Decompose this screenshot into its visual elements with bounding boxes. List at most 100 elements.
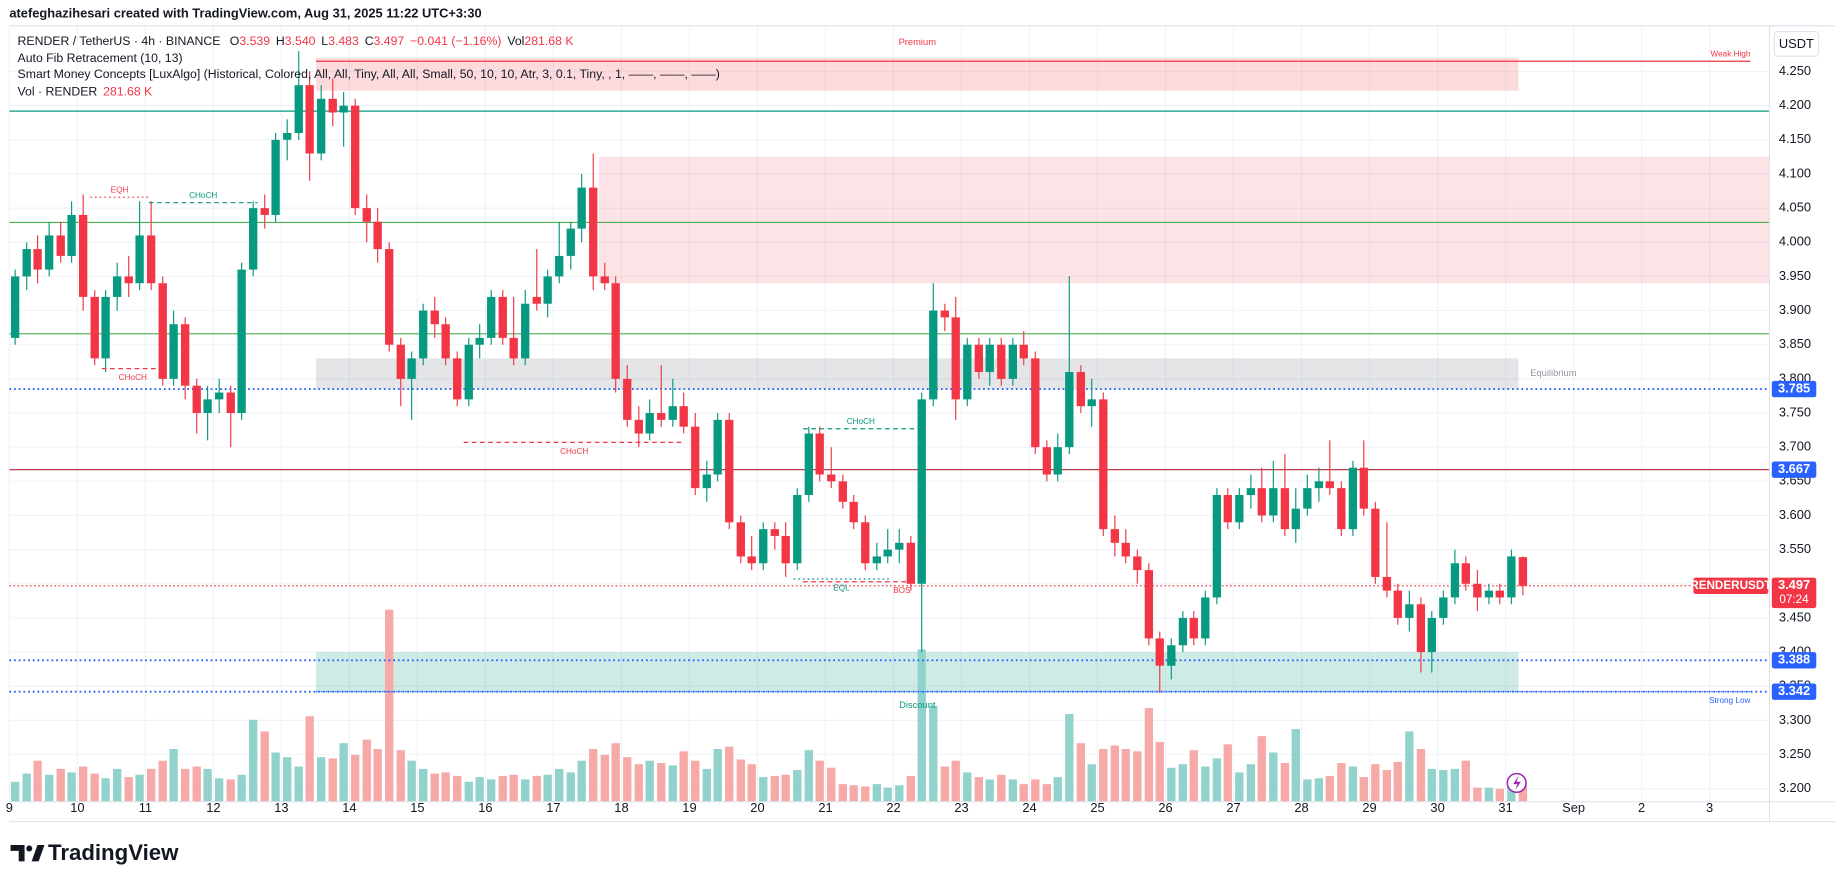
volume-bar [305, 716, 314, 802]
candle-body [657, 413, 666, 420]
volume-bar [396, 750, 405, 802]
volume-bar [906, 775, 915, 802]
x-tick-label: 18 [614, 800, 628, 815]
candle-body [861, 522, 870, 564]
logo-mark [10, 844, 25, 862]
candle-body [691, 426, 700, 489]
x-tick-label: 9 [6, 800, 13, 815]
volume-bar [1325, 775, 1334, 802]
x-tick-label: 20 [750, 800, 764, 815]
candle-body [668, 406, 677, 420]
candle-body [260, 208, 269, 215]
volume-bar [135, 774, 144, 802]
volume-bar [112, 768, 122, 802]
candle-body [1076, 372, 1086, 407]
candle-body [203, 399, 212, 414]
candle-body [44, 235, 54, 270]
y-tick-label: 4.200 [1779, 97, 1811, 112]
y-tick-label: 4.000 [1779, 234, 1811, 249]
candle-body [169, 324, 178, 379]
logo-mark [31, 844, 45, 862]
volume-bar [951, 760, 960, 802]
currency[interactable]: USDT [1779, 36, 1814, 51]
candle-body [1008, 344, 1018, 379]
candle-body [1053, 447, 1062, 475]
candle-body [1348, 467, 1358, 530]
candle-body [1461, 563, 1470, 584]
volume-bar [78, 766, 88, 802]
candle-body [543, 276, 552, 304]
volume-bar [1280, 763, 1290, 802]
candle-body [441, 324, 450, 359]
volume-bar [895, 785, 904, 802]
volume-bar [181, 768, 190, 802]
volume-bar [940, 766, 950, 802]
volume-bar [509, 774, 518, 802]
x-tick-label: 28 [1294, 800, 1308, 815]
volume-bar [1291, 729, 1300, 802]
volume-bar [1484, 787, 1494, 802]
volume-bar [249, 719, 258, 802]
volume-bar [373, 748, 382, 802]
candle-body [487, 296, 496, 338]
volume-bar [1314, 778, 1324, 802]
candle-body [985, 344, 994, 373]
legend-change: −0.041 (−1.16%) [410, 34, 501, 48]
x-tick-label: 26 [1158, 800, 1172, 815]
legend-value: 3.483 [328, 34, 359, 48]
candle-body [1507, 556, 1516, 598]
volume-bar [736, 759, 745, 802]
legend-key: Vol [507, 34, 524, 48]
volume-bar [1359, 777, 1368, 802]
candle-body [1325, 481, 1334, 489]
volume-bar [623, 757, 632, 802]
candle-body [407, 358, 416, 379]
candle-body [475, 337, 484, 345]
candle-body [158, 283, 167, 379]
volume-bar [883, 787, 892, 802]
price-label: 3.667 [1778, 461, 1810, 476]
candle-body [917, 399, 926, 584]
legend-key: C [365, 34, 374, 48]
volume-bar [44, 774, 54, 802]
volume-bar [872, 784, 881, 802]
candle-body [940, 310, 950, 318]
price-label: 3.342 [1778, 683, 1810, 698]
volume-bar [215, 778, 224, 802]
candle-body [385, 249, 394, 345]
candle-body [10, 276, 20, 338]
x-tick-label: 21 [818, 800, 832, 815]
candle-body [623, 378, 632, 420]
volume-bar [997, 774, 1006, 802]
footer-logo: TradingView [10, 840, 179, 865]
candle-body [124, 276, 133, 284]
x-tick-label: 22 [886, 800, 900, 815]
candle-body [736, 522, 745, 557]
volume-bar [657, 763, 666, 802]
volume-bar [33, 760, 42, 802]
countdown: 07:24 [1779, 593, 1809, 606]
candle-body [112, 276, 122, 297]
structure-label: CHoCH [119, 373, 147, 382]
volume-bar [1303, 779, 1312, 802]
y-tick-label: 3.850 [1779, 336, 1811, 351]
candle-body [283, 132, 292, 140]
volume-bar [985, 779, 994, 802]
y-tick-label: 3.600 [1779, 507, 1811, 522]
volume-bar [1416, 748, 1426, 802]
currency-button[interactable] [1773, 31, 1820, 57]
volume-bar [419, 768, 428, 802]
y-tick-label: 3.550 [1779, 541, 1811, 556]
y-tick-label: 4.050 [1779, 200, 1811, 215]
volume-bar [747, 764, 756, 802]
candle-body [339, 105, 348, 113]
volume-bar [1133, 751, 1142, 802]
structure-label: EQL [833, 584, 850, 593]
volume-bar [645, 760, 654, 802]
candle-body [1371, 508, 1380, 577]
x-tick-label: 15 [410, 800, 424, 815]
volume-bar [1065, 713, 1074, 802]
volume-bar [1371, 764, 1380, 802]
structure-label: CHoCH [189, 191, 217, 200]
